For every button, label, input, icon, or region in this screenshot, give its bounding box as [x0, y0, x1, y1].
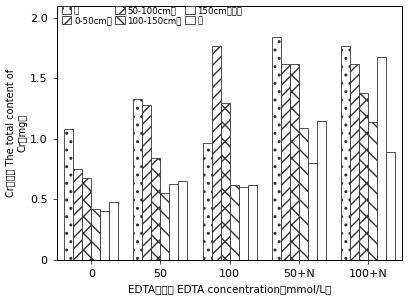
- Bar: [100, 212, 109, 260]
- Bar: [350, 64, 359, 260]
- Bar: [290, 64, 299, 260]
- X-axis label: EDTA的浓度 EDTA concentration（mmol/L）: EDTA的浓度 EDTA concentration（mmol/L）: [128, 284, 331, 294]
- Bar: [142, 105, 151, 260]
- Bar: [239, 187, 248, 260]
- Bar: [178, 181, 187, 260]
- Bar: [317, 121, 326, 260]
- Bar: [272, 37, 281, 260]
- Bar: [82, 178, 91, 260]
- Bar: [73, 169, 82, 260]
- Bar: [133, 99, 142, 260]
- Bar: [341, 46, 350, 260]
- Bar: [221, 103, 230, 260]
- Bar: [368, 122, 377, 260]
- Legend: 根, 0-50cm茎, 50-100cm茎, 100-150cm茎, 150cm以上茎, 叶: 根, 0-50cm茎, 50-100cm茎, 100-150cm茎, 150cm…: [61, 5, 243, 26]
- Bar: [151, 158, 160, 260]
- Bar: [91, 209, 100, 260]
- Bar: [299, 128, 308, 260]
- Bar: [203, 142, 212, 260]
- Bar: [386, 152, 395, 260]
- Bar: [160, 193, 169, 260]
- Bar: [169, 184, 178, 260]
- Bar: [359, 93, 368, 260]
- Bar: [308, 163, 317, 260]
- Bar: [212, 46, 221, 260]
- Y-axis label: Cr的总量 The total content of
Cr（mg）: Cr的总量 The total content of Cr（mg）: [6, 69, 27, 197]
- Bar: [230, 185, 239, 260]
- Bar: [64, 129, 73, 260]
- Bar: [377, 57, 386, 260]
- Bar: [109, 202, 118, 260]
- Bar: [248, 185, 257, 260]
- Bar: [281, 64, 290, 260]
